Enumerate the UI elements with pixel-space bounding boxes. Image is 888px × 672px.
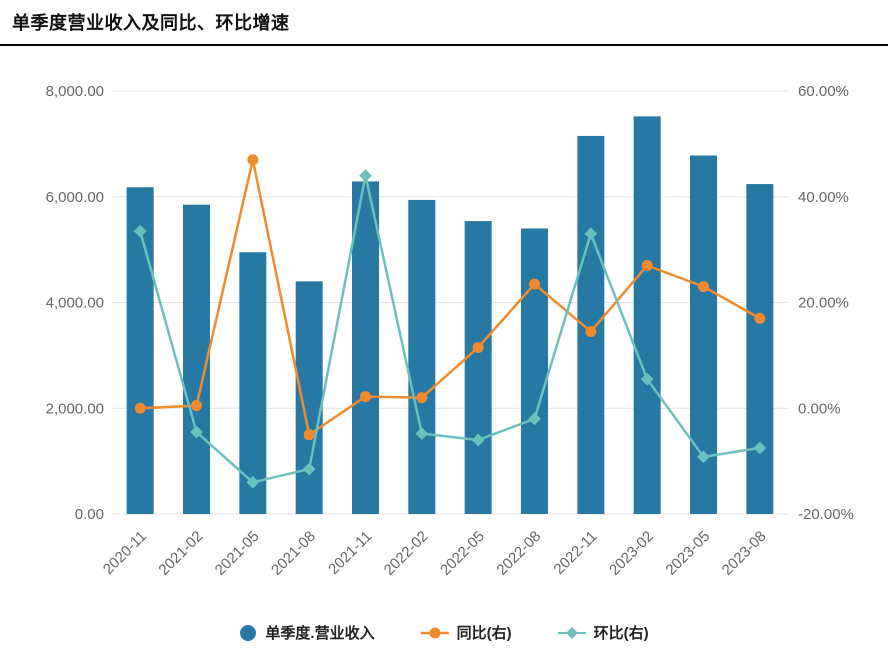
data-point-marker[interactable] [416,392,428,404]
data-point-marker[interactable] [641,259,653,271]
legend-item-revenue[interactable]: 单季度.营业收入 [239,622,375,643]
x-axis-tick-label: 2021-11 [325,528,375,578]
data-point-marker[interactable] [472,341,484,353]
legend-item-qoq[interactable]: 环比(右) [557,622,649,643]
left-axis-tick-label: 0.00 [75,506,104,523]
x-axis-tick-label: 2022-02 [381,528,432,579]
title-bar: 单季度营业收入及同比、环比增速 [0,0,888,46]
data-point-marker[interactable] [415,427,429,440]
bar[interactable] [183,204,210,514]
bar[interactable] [126,187,154,515]
bar[interactable] [239,252,267,515]
yoy-series-icon [420,627,449,638]
bar[interactable] [352,181,379,514]
legend-label-revenue: 单季度.营业收入 [265,625,375,642]
right-axis-tick-label: 40.00% [798,189,849,206]
x-axis-tick-label: 2023-05 [662,528,713,579]
left-axis-tick-label: 4,000.00 [46,295,104,312]
qoq-series-icon [557,626,586,639]
left-axis-tick-label: 8,000.00 [46,83,104,100]
data-point-marker[interactable] [359,169,372,182]
page-title: 单季度营业收入及同比、环比增速 [12,13,290,33]
data-point-marker[interactable] [529,278,540,290]
data-point-marker[interactable] [247,154,259,166]
x-axis-tick-label: 2020-11 [100,528,150,578]
legend-item-yoy[interactable]: 同比(右) [420,622,512,643]
data-point-marker[interactable] [698,281,709,293]
revenue-series-icon [240,624,257,641]
data-point-marker[interactable] [134,402,146,414]
data-point-marker[interactable] [754,312,766,324]
bar[interactable] [521,228,548,514]
data-point-marker[interactable] [302,462,316,476]
bar[interactable] [746,184,774,514]
x-axis-tick-label: 2022-05 [437,528,488,579]
left-axis-tick-label: 6,000.00 [46,189,104,206]
series-line [138,174,761,484]
data-point-marker[interactable] [191,400,202,412]
combo-chart-canvas: 8,000.00 60.00% 6,000.00 40.00% 4,000.00 20.0… [46,83,854,579]
chart-area: 8,000.00 60.00% 6,000.00 40.00% 4,000.00 20.0… [0,46,888,608]
x-axis-tick-label: 2021-02 [155,528,206,579]
data-point-marker[interactable] [303,429,315,441]
data-point-marker[interactable] [585,326,597,338]
legend-label-yoy: 同比(右) [456,625,512,642]
series-line [140,158,761,436]
bar[interactable] [295,281,323,514]
data-point-marker[interactable] [360,391,371,403]
right-axis-tick-label: 20.00% [798,295,849,312]
legend-label-qoq: 环比(右) [593,625,649,642]
x-axis-tick-label: 2022-08 [493,528,544,579]
right-axis-tick-label: -20.00% [798,506,854,523]
right-axis-tick-label: 0.00% [798,400,841,417]
x-axis-tick-label: 2022-11 [551,528,601,578]
data-point-marker[interactable] [133,224,147,238]
bar[interactable] [633,116,661,514]
right-axis-tick-label: 60.00% [798,83,849,100]
x-axis-tick-label: 2021-05 [212,528,263,579]
data-point-marker[interactable] [471,433,485,447]
x-axis-tick-label: 2021-08 [268,528,319,579]
left-axis-tick-label: 2,000.00 [46,400,104,417]
x-axis-tick-label: 2023-02 [606,528,657,579]
legend: 单季度.营业收入 同比(右) 环比(右) [0,608,888,643]
x-axis-tick-label: 2023-08 [719,528,770,579]
bar[interactable] [464,221,492,514]
data-point-marker[interactable] [190,425,203,439]
bar[interactable] [408,199,436,515]
